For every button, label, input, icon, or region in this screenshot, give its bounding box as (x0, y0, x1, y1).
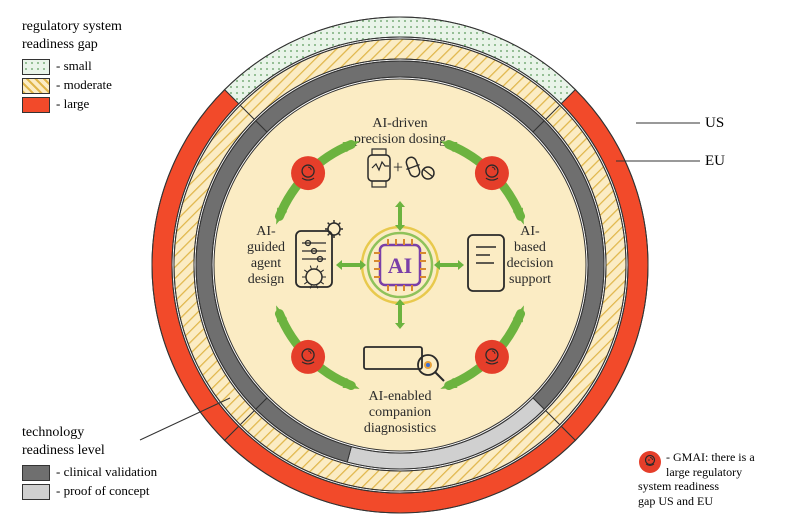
circular-diagram: AI AI-drivenprecision dosing + AI-baseddec… (0, 0, 800, 530)
gmai-badge (475, 156, 509, 190)
node-top-l2: precision dosing (354, 132, 446, 147)
node-text: + (393, 157, 403, 177)
node-right-l2: based (514, 240, 546, 255)
ai-label: AI (388, 253, 412, 278)
node-left-l1: AI- (256, 224, 276, 239)
node-right-l1: AI- (520, 224, 540, 239)
node-left-l2: guided (247, 240, 285, 255)
node-left-l3: agent (251, 256, 281, 271)
gmai-badge (475, 340, 509, 374)
gmai-badge (291, 156, 325, 190)
node-right-l4: support (509, 272, 551, 287)
node-right-l3: decision (507, 256, 554, 271)
node-bottom-l1: AI-enabled (369, 389, 432, 404)
node-bottom-l2: companion (369, 405, 431, 420)
node-left-l4: design (248, 272, 285, 287)
node-top-l1: AI-driven (372, 116, 427, 131)
node-bottom-l3: diagnosistics (364, 421, 436, 436)
gmai-badge (291, 340, 325, 374)
